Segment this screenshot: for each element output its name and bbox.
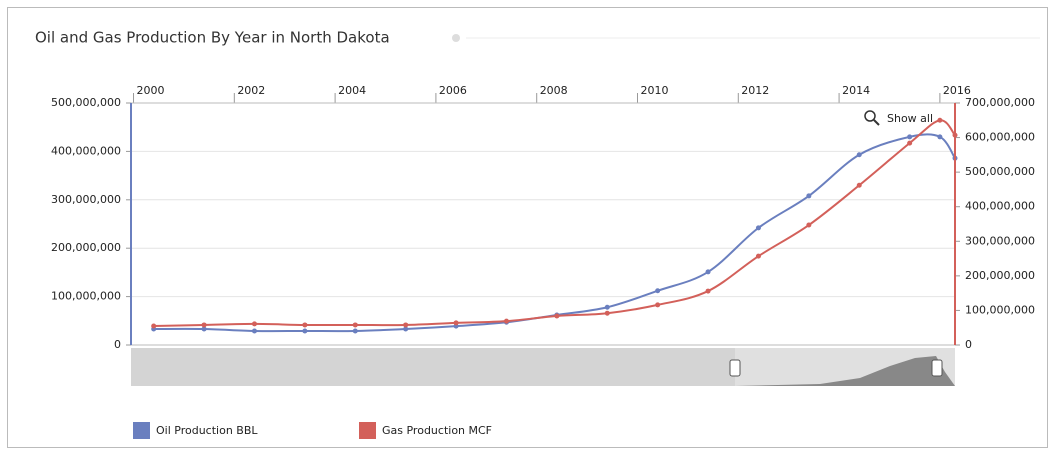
scrollbar-preview (735, 356, 955, 386)
y2-tick-label: 600,000,000 (965, 131, 1035, 144)
legend-swatch (133, 422, 150, 439)
point (937, 134, 943, 140)
x-tick-label: 2010 (640, 84, 668, 97)
point (403, 326, 409, 332)
point (755, 253, 761, 259)
series-line (153, 133, 956, 333)
point (806, 193, 812, 199)
x-tick-label: 2012 (741, 84, 769, 97)
point (352, 328, 358, 334)
x-tick-label: 2002 (237, 84, 265, 97)
x-tick-label: 2004 (338, 84, 366, 97)
point (554, 313, 560, 319)
y2-tick-label: 400,000,000 (965, 200, 1035, 213)
point (352, 322, 358, 328)
scrollbar-unselected (131, 348, 735, 386)
y-tick-label: 300,000,000 (51, 193, 121, 206)
point (453, 320, 459, 326)
point (856, 182, 862, 188)
point (705, 269, 711, 275)
legend-label: Oil Production BBL (156, 424, 258, 437)
y-tick-label: 400,000,000 (51, 144, 121, 157)
y2-tick-label: 100,000,000 (965, 303, 1035, 316)
point (201, 326, 207, 332)
point (503, 318, 509, 324)
y2-tick-label: 500,000,000 (965, 165, 1035, 178)
x-tick-label: 2006 (439, 84, 467, 97)
zoom-icon-handle (873, 119, 880, 126)
legend-swatch (359, 422, 376, 439)
title-dot (452, 34, 460, 42)
point (604, 310, 610, 316)
point (151, 323, 157, 329)
y-tick-label: 500,000,000 (51, 96, 121, 109)
y-tick-label: 200,000,000 (51, 241, 121, 254)
point (251, 328, 257, 334)
point (907, 134, 913, 140)
point (806, 222, 812, 228)
point (251, 321, 257, 327)
point (655, 288, 661, 294)
scroll-grip[interactable] (729, 359, 741, 377)
zoom-icon[interactable] (864, 110, 876, 122)
x-tick-label: 2016 (943, 84, 971, 97)
x-tick-label: 2000 (137, 84, 165, 97)
point (705, 288, 711, 294)
y-tick-label: 100,000,000 (51, 290, 121, 303)
chart-title: Oil and Gas Production By Year in North … (35, 29, 390, 47)
x-tick-label: 2014 (842, 84, 870, 97)
y2-tick-label: 700,000,000 (965, 96, 1035, 109)
x-tick-label: 2008 (540, 84, 568, 97)
legend-label: Gas Production MCF (382, 424, 492, 437)
point (302, 322, 308, 328)
point (302, 328, 308, 334)
show-all-button[interactable]: Show all (887, 112, 933, 125)
point (755, 225, 761, 231)
y2-tick-label: 0 (965, 338, 972, 351)
y-tick-label: 0 (114, 338, 121, 351)
scroll-grip[interactable] (931, 359, 943, 377)
y2-tick-label: 300,000,000 (965, 234, 1035, 247)
point (907, 140, 913, 146)
point (952, 132, 958, 138)
point (937, 117, 943, 123)
point (403, 322, 409, 328)
point (604, 304, 610, 310)
y2-tick-label: 200,000,000 (965, 269, 1035, 282)
point (201, 322, 207, 328)
point (655, 302, 661, 308)
point (856, 152, 862, 158)
